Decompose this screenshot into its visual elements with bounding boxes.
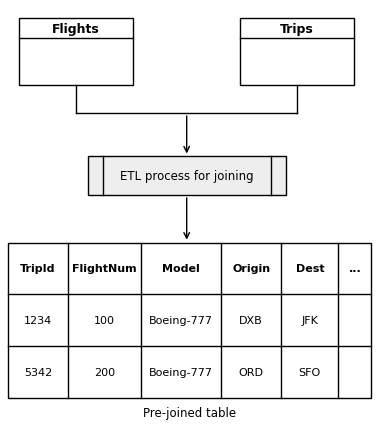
Text: Boeing-777: Boeing-777 xyxy=(149,315,213,326)
Text: SFO: SFO xyxy=(299,367,321,377)
Bar xyxy=(88,157,286,196)
Text: Pre-joined table: Pre-joined table xyxy=(143,406,236,419)
Text: Flights: Flights xyxy=(52,23,100,36)
Text: Origin: Origin xyxy=(232,264,270,274)
Text: FlightNum: FlightNum xyxy=(72,264,137,274)
Text: ...: ... xyxy=(349,264,361,274)
Text: Model: Model xyxy=(162,264,200,274)
Text: DXB: DXB xyxy=(239,315,263,326)
Bar xyxy=(240,19,354,86)
Bar xyxy=(19,19,133,86)
Bar xyxy=(8,243,371,398)
Text: 5342: 5342 xyxy=(24,367,52,377)
Text: Boeing-777: Boeing-777 xyxy=(149,367,213,377)
Text: Dest: Dest xyxy=(296,264,324,274)
Text: JFK: JFK xyxy=(301,315,318,326)
Text: TripId: TripId xyxy=(20,264,56,274)
Text: ETL process for joining: ETL process for joining xyxy=(120,170,253,183)
Text: Trips: Trips xyxy=(280,23,314,36)
Text: 200: 200 xyxy=(94,367,115,377)
Text: ORD: ORD xyxy=(239,367,264,377)
Text: 100: 100 xyxy=(94,315,115,326)
Text: 1234: 1234 xyxy=(24,315,52,326)
